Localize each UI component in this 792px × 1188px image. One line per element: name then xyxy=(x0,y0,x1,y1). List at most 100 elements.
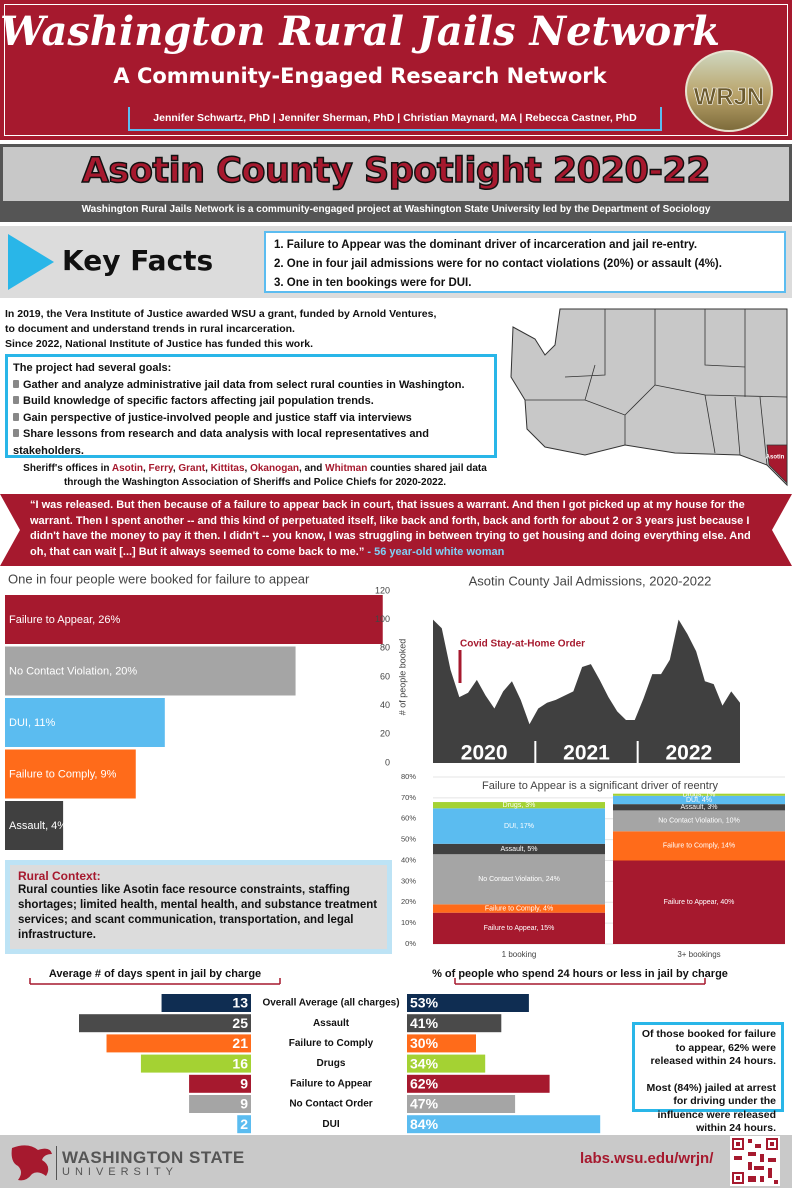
quote-attribution: - 56 year-old white woman xyxy=(367,545,505,558)
bar xyxy=(5,801,64,850)
category-label: Assault xyxy=(313,1018,350,1029)
y-tick-label: 50% xyxy=(401,835,416,844)
bar-segment xyxy=(613,860,785,944)
y-tick-label: 60% xyxy=(401,814,416,823)
segment-label: Failure to Comply, 4% xyxy=(485,905,553,912)
y-tick-label: 60 xyxy=(380,671,390,681)
quote-banner xyxy=(0,494,792,566)
category-label: Failure to Comply xyxy=(289,1038,374,1049)
map-label: Asotin xyxy=(766,455,785,461)
bar-value: 53% xyxy=(410,995,439,1011)
booking-chart: One in four people were booked for failu… xyxy=(5,571,383,850)
segment-label: DUI, 17% xyxy=(504,823,534,830)
rural-context-text: Rural counties like Asotin face resource… xyxy=(18,884,378,941)
segment-label: Assault, 5% xyxy=(501,846,538,853)
bar xyxy=(5,646,296,696)
logo-badge xyxy=(685,50,773,132)
segment-label: Failure to Appear, 40% xyxy=(664,899,735,906)
quote: “I was released. But then because of a f… xyxy=(30,498,765,560)
y-tick-label: 100 xyxy=(375,614,390,624)
sheriffs-text: , xyxy=(244,463,251,474)
bar-value: 84% xyxy=(410,1116,439,1132)
bar xyxy=(140,1054,251,1073)
sheriffs-text: Sheriff's offices in xyxy=(23,463,112,474)
key-facts-list: 1. Failure to Appear was the dominant dr… xyxy=(264,231,786,293)
header-subtitle: A Community-Engaged Research Network xyxy=(113,64,607,88)
qr-code xyxy=(730,1136,780,1186)
bar-segment xyxy=(433,912,605,944)
bar xyxy=(407,994,529,1012)
state-outline xyxy=(510,308,788,487)
header: Washington Rural Jails Network A Communi… xyxy=(0,0,792,140)
footer xyxy=(0,1135,792,1188)
x-tick-label: 1 booking xyxy=(502,950,537,959)
bar xyxy=(407,1115,601,1134)
y-tick-label: 30% xyxy=(401,876,416,885)
sheriffs-text: , xyxy=(172,463,179,474)
sheriffs-text: , and xyxy=(299,463,326,474)
bar-segment xyxy=(613,831,785,861)
wsu-logo xyxy=(11,1145,53,1181)
quote-ribbon xyxy=(0,494,792,566)
header-frame xyxy=(4,4,788,136)
callout: Of those booked for failure to appear, 6… xyxy=(632,1022,784,1134)
sheriffs-text: counties shared jail data through the Wa… xyxy=(63,463,487,488)
chart-title: Failure to Appear is a significant drive… xyxy=(482,780,719,792)
y-tick-label: 40 xyxy=(380,700,390,710)
intro-text: Since 2022, National Institute of Justic… xyxy=(5,338,314,350)
bar xyxy=(237,1115,251,1134)
bar xyxy=(5,595,383,644)
arrow-icon xyxy=(8,234,54,290)
intro: In 2019, the Vera Institute of Justice a… xyxy=(5,307,445,352)
callout-text: Most (84%) jailed at arrest for driving … xyxy=(646,1081,776,1135)
area xyxy=(433,619,740,763)
bar xyxy=(5,749,136,799)
bar-segment xyxy=(613,804,785,811)
bar-value: 41% xyxy=(410,1015,439,1031)
annotation: Covid Stay-at-Home Order xyxy=(460,639,585,650)
key-fact: 2. One in four jail admissions were for … xyxy=(274,258,722,270)
footer-divider xyxy=(56,1146,57,1180)
spotlight-title: Asotin County Spotlight 2020-22 xyxy=(81,150,711,192)
county-lines xyxy=(525,309,788,466)
intro-text: In 2019, the Vera Institute of Justice a… xyxy=(5,308,437,335)
bar xyxy=(189,1074,251,1093)
bar xyxy=(5,698,165,747)
bar-value: 30% xyxy=(410,1035,439,1051)
y-tick-label: 80 xyxy=(380,643,390,653)
county-name: Grant xyxy=(178,463,206,474)
bar xyxy=(407,1074,550,1093)
asotin-county xyxy=(766,444,788,484)
authors: Jennifer Schwartz, PhD | Jennifer Sherma… xyxy=(128,107,662,131)
bar xyxy=(161,994,251,1012)
chart-title: Asotin County Jail Admissions, 2020-2022 xyxy=(469,573,712,588)
bar-segment xyxy=(433,904,605,913)
goal: Gather and analyze administrative jail d… xyxy=(13,377,489,394)
header-title: Washington Rural Jails Network xyxy=(0,8,720,55)
goal: Build knowledge of specific factors affe… xyxy=(13,393,489,410)
university-name: WASHINGTON STATE xyxy=(62,1148,245,1167)
segment-label: Assault, 3% xyxy=(681,804,718,811)
bar xyxy=(189,1095,251,1113)
category-label: DUI xyxy=(322,1119,339,1130)
key-fact: 3. One in ten bookings were for DUI. xyxy=(274,277,472,289)
bar-value: 21 xyxy=(232,1035,248,1051)
y-axis-label: # of people booked xyxy=(397,639,407,716)
bar-label: DUI, 11% xyxy=(9,717,55,729)
url: labs.wsu.edu/wrjn/ xyxy=(580,1150,714,1167)
bar-label: Assault, 4% xyxy=(9,820,67,832)
bar xyxy=(407,1095,516,1113)
segment-label: No Contact Violation, 24% xyxy=(478,876,560,883)
admissions-chart: Asotin County Jail Admissions, 2020-2022… xyxy=(375,573,740,767)
bar-value: 2 xyxy=(240,1116,248,1132)
jail-time-chart: Average # of days spent in jail by charg… xyxy=(29,968,728,1134)
bar-value: 9 xyxy=(240,1076,248,1092)
key-facts: Key Facts 1. Failure to Appear was the d… xyxy=(0,226,792,298)
key-facts-heading: Key Facts xyxy=(62,244,214,277)
bar-value: 25 xyxy=(232,1015,248,1031)
bar-value: 16 xyxy=(232,1055,248,1071)
bar-label: Failure to Comply, 9% xyxy=(9,768,117,780)
county-name: Ferry xyxy=(148,463,173,474)
bar-label: No Contact Violation, 20% xyxy=(9,665,137,677)
